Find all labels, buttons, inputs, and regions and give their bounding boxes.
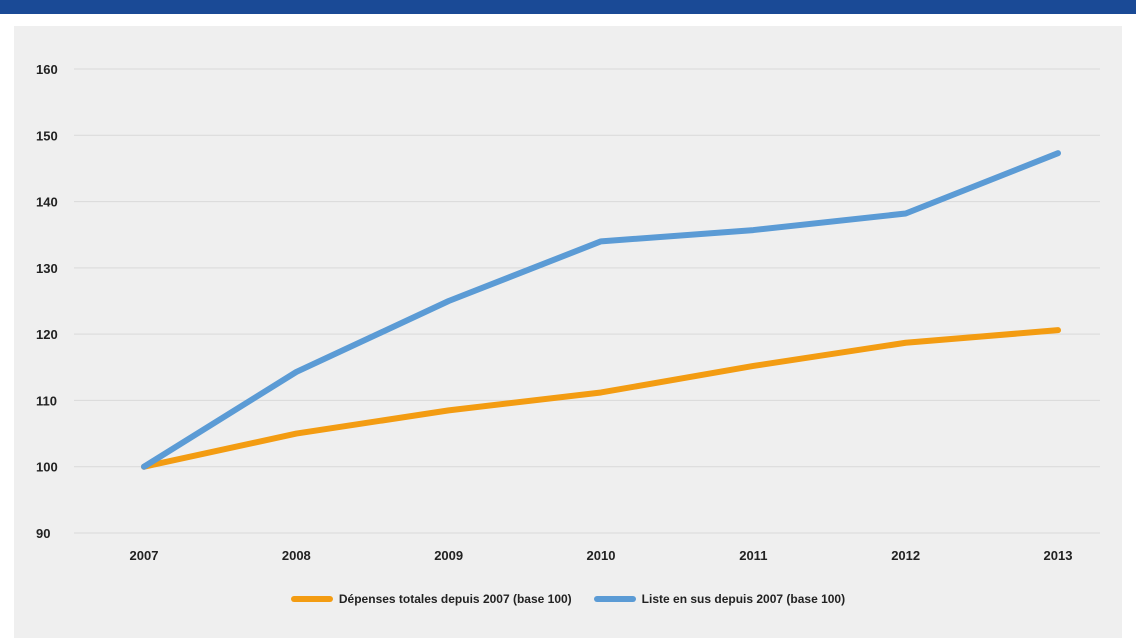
x-axis-ticks: 2007 2008 2009 2010 2011 2012 2013 [130,548,1073,563]
y-tick-label: 110 [36,393,57,408]
legend-label-depenses: Dépenses totales depuis 2007 (base 100) [338,592,572,606]
series-line-0 [141,327,1061,470]
y-axis-ticks: 90 100 110 120 130 140 150 160 [36,62,58,541]
legend-item-liste: Liste en sus depuis 2007 (base 100) [593,592,846,606]
x-tick-label: 2012 [891,548,920,563]
legend: Dépenses totales depuis 2007 (base 100) … [0,592,1136,606]
legend-swatch-liste [593,596,636,602]
series-line-1 [141,150,1061,470]
x-tick-label: 2007 [130,548,159,563]
y-tick-label: 130 [36,261,58,276]
legend-swatch-depenses [290,596,333,602]
x-tick-label: 2009 [434,548,463,563]
y-tick-label: 150 [36,128,58,143]
legend-item-depenses: Dépenses totales depuis 2007 (base 100) [290,592,572,606]
grid-lines [74,68,1100,534]
y-tick-label: 140 [36,195,58,210]
x-tick-label: 2011 [739,548,767,563]
y-tick-label: 100 [36,460,58,475]
series-lines [141,150,1061,470]
top-bar [0,0,1136,14]
y-tick-label: 160 [36,62,58,77]
x-tick-label: 2010 [587,548,616,563]
x-tick-label: 2008 [282,548,311,563]
x-tick-label: 2013 [1044,548,1073,563]
y-tick-label: 90 [36,526,50,541]
legend-label-liste: Liste en sus depuis 2007 (base 100) [641,592,846,606]
y-tick-label: 120 [36,327,58,342]
chart-panel [14,26,1122,638]
